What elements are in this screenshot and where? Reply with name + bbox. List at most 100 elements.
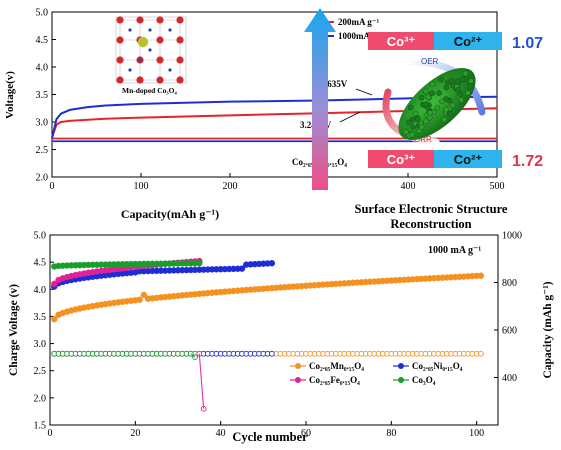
nanoparticle — [412, 110, 419, 117]
nanoparticle — [409, 131, 416, 138]
voltage-point — [51, 280, 58, 288]
legend-item-mn: Co₂.₈₅Mn₀.₁₅O₄ — [290, 361, 364, 371]
series-layer — [51, 257, 485, 412]
orr-arrow — [382, 88, 440, 146]
top-co3-label: Co³⁺ — [387, 34, 416, 49]
y-tick-label: 4.5 — [34, 258, 47, 269]
oxygen-atom — [116, 56, 124, 64]
oxygen-atom — [136, 76, 144, 84]
oxygen-atom — [156, 36, 164, 44]
x-tick-label: 60 — [301, 428, 311, 439]
nanoparticle — [427, 110, 433, 116]
nanoparticle — [447, 111, 454, 117]
nanoparticle — [418, 95, 425, 101]
top-energy-bar: Co³⁺ Co²⁺ — [368, 32, 502, 50]
nanoparticle — [443, 84, 450, 91]
nanoparticle — [443, 106, 449, 113]
oxygen-atom — [176, 76, 184, 84]
x-tick-label: 0 — [48, 428, 53, 439]
oxygen-atom — [156, 76, 164, 84]
nanoparticle — [425, 94, 432, 100]
nanorod-illustration — [398, 67, 476, 141]
nanoparticle — [467, 82, 474, 89]
voltage-point — [268, 260, 276, 267]
x-tick-label: 400 — [401, 181, 416, 192]
scheme-title-line2: Reconstruction — [390, 217, 471, 231]
voltage-point — [51, 315, 58, 323]
nanoparticle — [434, 105, 441, 111]
y-tick-label: 4.0 — [36, 63, 49, 74]
bottom-energy-bar: Co³⁺ Co²⁺ — [368, 150, 502, 168]
gradient-arrow — [304, 8, 336, 190]
bottom-value: 1.72 — [512, 153, 543, 170]
right-tick-label: 600 — [502, 326, 517, 337]
x-tick-label: 500 — [490, 181, 505, 192]
x-tick-label: 80 — [386, 428, 396, 439]
legend-item-co3o4: Co₃O₄ — [393, 375, 436, 385]
nanoparticle — [414, 116, 421, 122]
oxygen-atom — [156, 16, 164, 24]
nanoparticle — [441, 116, 448, 123]
nanoparticle — [405, 119, 412, 126]
crystal-structure-inset — [115, 16, 187, 84]
oxygen-atom — [176, 56, 184, 64]
nanoparticle — [429, 81, 436, 88]
y-tick-label: 1.5 — [34, 421, 47, 432]
right-tick-label: 1000 — [502, 231, 522, 242]
nanoparticle — [426, 114, 433, 121]
y-tick-label: 5.0 — [36, 8, 49, 19]
y-tick-label: 4.5 — [36, 35, 49, 46]
x-tick-label: 100 — [134, 181, 149, 192]
scheme-title-line1: Surface Electronic Structure — [355, 202, 508, 216]
orr-label: ORR — [414, 135, 432, 144]
svg-text:Co₂.₈₅Ni₀.₁₅O₄: Co₂.₈₅Ni₀.₁₅O₄ — [412, 361, 463, 371]
legend-label-1000: 1000mA g⁻¹ — [338, 31, 384, 41]
charge-curve-chart: 2.02.53.03.54.04.55.0 0100200300400500 M… — [4, 8, 505, 222]
nanoparticle — [443, 96, 449, 102]
x-tick-label: 100 — [469, 428, 484, 439]
cobalt-atom — [128, 28, 132, 32]
cobalt-atom — [168, 28, 172, 32]
nanoparticle — [423, 88, 429, 95]
nanoparticle — [458, 97, 465, 103]
x-axis-label: Cycle number — [232, 430, 308, 444]
nanoparticle — [460, 76, 466, 83]
capacity-point — [269, 350, 275, 357]
y-axis-ticks: 2.0 2.5 3.0 3.5 4.0 4.5 5.0 — [36, 8, 56, 184]
nanoparticle — [407, 104, 414, 111]
x-tick-label: 40 — [216, 428, 226, 439]
nanoparticle — [418, 124, 425, 130]
capacity-point — [478, 350, 484, 357]
nanoparticle — [438, 76, 445, 83]
nanoparticle — [423, 101, 430, 107]
oxygen-atom — [116, 36, 124, 44]
y-tick-label: 2.5 — [34, 366, 47, 377]
right-tick-label: 400 — [502, 373, 517, 384]
oxygen-atom — [176, 16, 184, 24]
nanoparticle — [455, 87, 462, 93]
y-tick-label: 3.5 — [36, 90, 49, 101]
y-tick-label: 3.0 — [34, 339, 47, 350]
inset-label: Mn-doped Co₃O₄ — [122, 86, 177, 95]
left-axis-ticks: 1.5 2.0 2.5 3.0 3.5 4.0 4.5 5.0 — [34, 231, 54, 432]
x-tick-label: 0 — [50, 181, 55, 192]
y-tick-label: 3.0 — [36, 118, 49, 129]
cobalt-atom — [148, 28, 152, 32]
oxygen-atom — [116, 16, 124, 24]
legend-label-200: 200mA g⁻¹ — [338, 17, 380, 27]
top-value: 1.07 — [512, 35, 543, 52]
annotation-3-4635v-leader — [355, 88, 373, 96]
legend: Co₂.₈₅Mn₀.₁₅O₄ Co₂.₈₅Ni₀.₁₅O₄ Co₂.₈₅Fe₀.… — [290, 361, 463, 385]
charge-curve-0 — [51, 107, 498, 138]
y-axis-label: Charge Voltage (v) — [8, 284, 20, 376]
oxygen-atom — [116, 76, 124, 84]
bottom-co2-label: Co²⁺ — [454, 152, 483, 167]
nanoparticle — [468, 78, 474, 84]
x-axis-label: Capacity(mAh g⁻¹) — [121, 207, 219, 221]
y-tick-label: 5.0 — [34, 231, 47, 242]
svg-text:Co₂.₈₅Fe₀.₁₅O₄: Co₂.₈₅Fe₀.₁₅O₄ — [309, 375, 360, 385]
svg-text:Co₃O₄: Co₃O₄ — [412, 375, 436, 385]
oxygen-atom — [156, 56, 164, 64]
